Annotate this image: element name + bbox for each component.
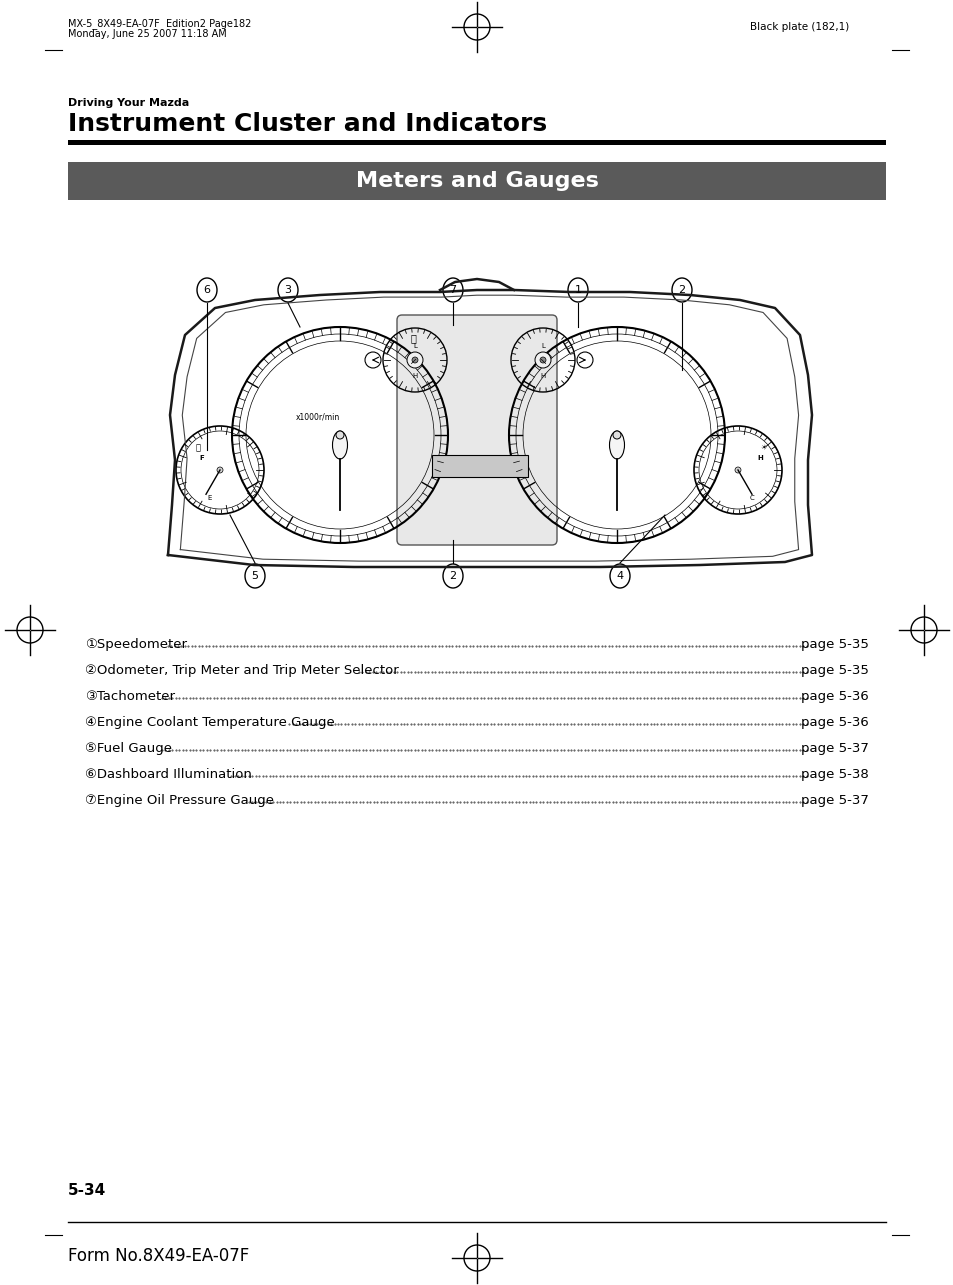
FancyBboxPatch shape — [396, 315, 557, 545]
Circle shape — [535, 352, 551, 368]
Text: E: E — [208, 495, 212, 501]
Text: H: H — [539, 373, 545, 379]
Text: 🛢: 🛢 — [410, 333, 416, 343]
Ellipse shape — [609, 430, 624, 459]
Ellipse shape — [333, 430, 347, 459]
Text: F: F — [199, 455, 204, 461]
Text: 5-34: 5-34 — [68, 1183, 106, 1198]
Text: 6: 6 — [203, 285, 211, 296]
Bar — [68, 140, 885, 145]
Text: ①Speedometer: ①Speedometer — [85, 637, 187, 651]
Text: ③Tachometer: ③Tachometer — [85, 690, 174, 703]
Text: 5: 5 — [252, 571, 258, 581]
Text: L: L — [413, 343, 416, 350]
Bar — [432, 455, 527, 477]
Text: 2: 2 — [449, 571, 456, 581]
Circle shape — [216, 466, 223, 473]
Text: H: H — [757, 455, 762, 461]
Text: H: H — [412, 373, 417, 379]
Bar — [68, 162, 885, 200]
Text: page 5-38: page 5-38 — [801, 768, 868, 781]
Circle shape — [412, 357, 417, 362]
Text: page 5-35: page 5-35 — [801, 664, 868, 677]
Circle shape — [734, 466, 740, 473]
Text: page 5-37: page 5-37 — [801, 741, 868, 756]
Text: ⑦Engine Oil Pressure Gauge: ⑦Engine Oil Pressure Gauge — [85, 794, 274, 807]
Circle shape — [335, 430, 344, 439]
Text: 3: 3 — [284, 285, 292, 296]
Circle shape — [613, 430, 620, 439]
Text: ☀: ☀ — [760, 445, 766, 451]
Text: Form No.8X49-EA-07F: Form No.8X49-EA-07F — [68, 1246, 249, 1264]
Text: C: C — [749, 495, 754, 501]
Text: ⑥Dashboard Illumination: ⑥Dashboard Illumination — [85, 768, 252, 781]
Text: page 5-37: page 5-37 — [801, 794, 868, 807]
Text: page 5-36: page 5-36 — [801, 690, 868, 703]
Text: ⛽: ⛽ — [195, 443, 200, 452]
Text: 4: 4 — [616, 571, 623, 581]
Text: Meters and Gauges: Meters and Gauges — [355, 171, 598, 191]
Text: ②Odometer, Trip Meter and Trip Meter Selector: ②Odometer, Trip Meter and Trip Meter Sel… — [85, 664, 398, 677]
Text: x1000r/min: x1000r/min — [295, 412, 340, 421]
Text: Driving Your Mazda: Driving Your Mazda — [68, 98, 189, 108]
Text: ⑤Fuel Gauge: ⑤Fuel Gauge — [85, 741, 172, 756]
Text: page 5-36: page 5-36 — [801, 716, 868, 729]
Text: Instrument Cluster and Indicators: Instrument Cluster and Indicators — [68, 112, 547, 136]
Text: Monday, June 25 2007 11:18 AM: Monday, June 25 2007 11:18 AM — [68, 30, 227, 39]
Text: ④Engine Coolant Temperature Gauge: ④Engine Coolant Temperature Gauge — [85, 716, 335, 729]
Circle shape — [407, 352, 422, 368]
Text: page 5-35: page 5-35 — [801, 637, 868, 651]
Text: L: L — [540, 343, 544, 350]
Text: Black plate (182,1): Black plate (182,1) — [749, 22, 848, 32]
Circle shape — [539, 357, 545, 362]
Text: 7: 7 — [449, 285, 456, 296]
Text: 1: 1 — [574, 285, 581, 296]
Text: MX-5_8X49-EA-07F  Edition2 Page182: MX-5_8X49-EA-07F Edition2 Page182 — [68, 18, 251, 28]
Text: 2: 2 — [678, 285, 685, 296]
